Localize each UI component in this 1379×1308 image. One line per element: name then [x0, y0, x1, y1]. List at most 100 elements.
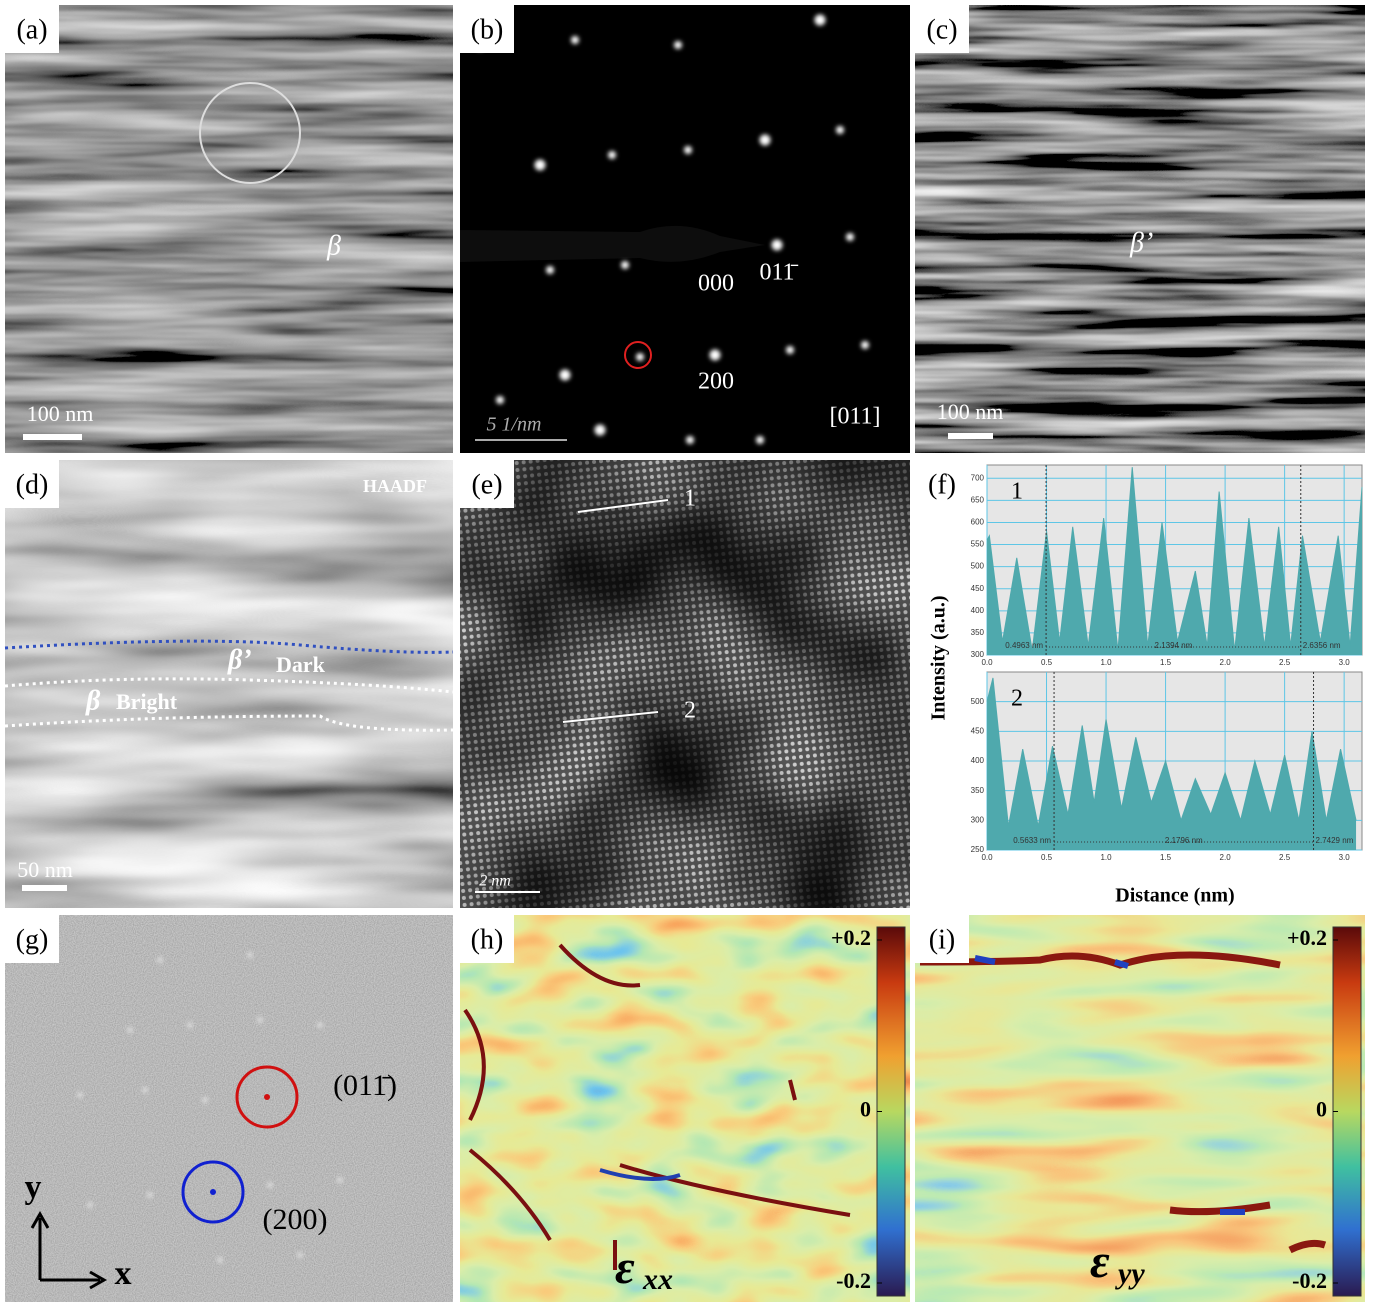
x-tick-label: 0.5	[1041, 658, 1053, 667]
haadf-image	[5, 460, 453, 908]
profile-line	[562, 711, 659, 723]
annotation: y	[25, 1169, 42, 1206]
spot	[247, 952, 253, 958]
annotation: xx	[642, 1263, 673, 1296]
annotation: Dark	[276, 652, 326, 677]
panel-label: (d)	[16, 469, 49, 500]
red-circle	[235, 1065, 299, 1129]
panel-label: (e)	[471, 469, 502, 500]
fft-spots	[77, 952, 343, 1263]
dot	[210, 1189, 216, 1195]
y-tick-label: 350	[971, 628, 985, 637]
spot	[674, 41, 682, 49]
profile-line	[986, 677, 1357, 827]
label-box	[5, 5, 59, 53]
area-fill	[987, 677, 1357, 850]
spot	[846, 233, 854, 241]
strain-map	[460, 915, 910, 1302]
marker-label: 0.5633 nm	[1013, 836, 1051, 845]
spot	[786, 346, 794, 354]
strain-streak	[463, 943, 851, 1270]
annotation: Intensity (a.u.)	[928, 595, 950, 720]
annotation: (200)	[263, 1203, 328, 1236]
spot	[759, 134, 771, 146]
red-circle	[624, 341, 652, 369]
profile-line	[577, 499, 669, 513]
annotation: 000	[698, 271, 734, 297]
annotation: β	[85, 685, 101, 716]
y-tick-label: 500	[971, 562, 985, 571]
y-tick-label: 650	[971, 495, 985, 504]
annotation: 50 nm	[17, 857, 73, 882]
spot	[594, 424, 606, 436]
annotation: (011̄)	[333, 1069, 397, 1102]
spot	[686, 436, 694, 444]
spot	[636, 353, 644, 361]
x-tick-label: 2.5	[1279, 853, 1291, 862]
spot	[771, 239, 783, 251]
annotation: 200	[698, 369, 734, 395]
spot	[317, 1022, 323, 1028]
spot	[77, 1092, 83, 1098]
spot	[297, 1252, 303, 1258]
label-box	[460, 5, 514, 53]
spot	[147, 1192, 153, 1198]
annotation: 100 nm	[937, 399, 1004, 424]
label-box	[915, 460, 969, 508]
y-tick-label: 300	[971, 815, 985, 824]
annotation: 011̄	[759, 260, 798, 286]
spot	[621, 261, 629, 269]
colorbar-label: +0.2	[1287, 925, 1327, 950]
label-box	[460, 915, 514, 963]
area-fill	[987, 467, 1362, 655]
x-tick-label: 2.5	[1279, 658, 1291, 667]
marker-label: 2.7429 nm	[1316, 836, 1354, 845]
x-tick-label: 1.0	[1100, 658, 1112, 667]
panel-label: (g)	[16, 924, 49, 955]
spot	[546, 266, 554, 274]
panel-label: (c)	[926, 14, 957, 45]
panel-label: (b)	[471, 14, 504, 45]
x-tick-label: 1.0	[1100, 853, 1112, 862]
y-tick-label: 250	[971, 845, 985, 854]
plot-title: 1	[1011, 479, 1023, 505]
spot	[187, 1022, 193, 1028]
spot	[571, 36, 579, 44]
spot	[861, 341, 869, 349]
y-tick-label: 450	[971, 584, 985, 593]
blue-circle	[181, 1160, 245, 1224]
label-box	[5, 915, 59, 963]
marker-label: 2.1394 nm	[1155, 641, 1193, 650]
x-tick-label: 0.0	[981, 853, 993, 862]
panel-label: (i)	[929, 924, 955, 955]
colorbar-label: 0	[860, 1097, 871, 1122]
annotation: x	[115, 1255, 132, 1292]
y-tick-label: 350	[971, 786, 985, 795]
marker-label: 2.1796 nm	[1165, 836, 1203, 845]
diffraction-spots	[474, 14, 869, 444]
spot	[157, 957, 163, 963]
spot	[257, 1017, 263, 1023]
spot	[127, 1027, 133, 1033]
marker-label: 2.6356 nm	[1303, 641, 1341, 650]
annotation: ε	[615, 1241, 635, 1294]
x-tick-label: 0.5	[1041, 853, 1053, 862]
annotation: 100 nm	[27, 401, 94, 426]
panel-label: (a)	[16, 14, 47, 45]
spot	[267, 1182, 273, 1188]
x-tick-label: 3.0	[1339, 658, 1351, 667]
colorbar-label: -0.2	[836, 1268, 871, 1293]
selected-area	[199, 82, 301, 184]
x-tick-label: 1.5	[1160, 658, 1172, 667]
strain-streak	[974, 955, 1245, 1215]
spot	[684, 146, 692, 154]
tem-image	[5, 5, 453, 453]
fft-image	[5, 915, 453, 1302]
spot	[534, 159, 546, 171]
label-box	[915, 915, 969, 963]
y-tick-label: 500	[971, 697, 985, 706]
x-tick-label: 3.0	[1339, 853, 1351, 862]
annotation: β	[326, 230, 341, 261]
y-tick-label: 700	[971, 473, 985, 482]
